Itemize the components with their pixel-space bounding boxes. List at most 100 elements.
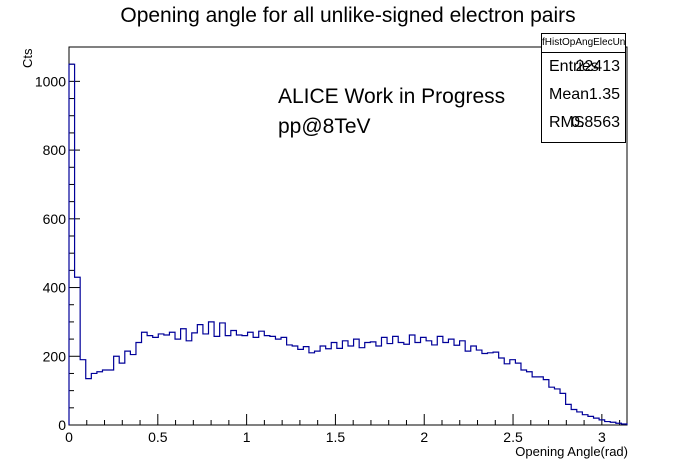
histogram-bin bbox=[309, 353, 315, 425]
histogram-bin bbox=[136, 343, 142, 425]
histogram-bin bbox=[409, 335, 415, 425]
histogram-bin bbox=[554, 389, 560, 425]
histogram-bin bbox=[577, 412, 583, 425]
histogram-bin bbox=[169, 332, 175, 425]
histogram-bin bbox=[298, 349, 304, 425]
histogram-bin bbox=[404, 344, 410, 425]
histogram-bin bbox=[460, 341, 466, 425]
x-tick-label: 3 bbox=[598, 429, 606, 445]
histogram-bin bbox=[354, 339, 360, 425]
histogram-bin bbox=[331, 343, 337, 425]
x-tick-label: 0.5 bbox=[148, 429, 168, 445]
y-tick-label: 400 bbox=[43, 280, 67, 296]
histogram-bin bbox=[443, 343, 449, 425]
chart-title: Opening angle for all unlike-signed elec… bbox=[120, 4, 576, 27]
stats-entries-value: 22413 bbox=[575, 58, 621, 75]
histogram-bin bbox=[521, 370, 527, 425]
histogram-bin bbox=[253, 337, 259, 425]
histogram-bin bbox=[125, 351, 131, 425]
histogram-bin bbox=[393, 336, 399, 425]
histogram-bin bbox=[175, 339, 181, 425]
histogram-bin bbox=[605, 422, 611, 425]
histogram-bin bbox=[582, 415, 588, 425]
stats-mean-value: 1.35 bbox=[588, 86, 620, 103]
histogram-bin bbox=[342, 341, 348, 425]
histogram-bin bbox=[465, 351, 471, 425]
histogram-bin bbox=[488, 353, 494, 425]
histogram-bin bbox=[415, 343, 421, 425]
histogram-bin bbox=[158, 334, 164, 425]
histogram-bin bbox=[275, 339, 281, 425]
histogram-bin bbox=[75, 277, 81, 425]
y-tick-label: 1000 bbox=[35, 73, 66, 89]
histogram-bin bbox=[264, 336, 270, 425]
histogram-bin bbox=[114, 356, 120, 425]
histogram-bin bbox=[91, 373, 97, 425]
histogram-bin bbox=[69, 64, 75, 425]
histogram-bin bbox=[621, 424, 627, 425]
histogram-bin bbox=[192, 333, 198, 425]
histogram-bin bbox=[270, 336, 276, 425]
stats-entries-label: Entries bbox=[549, 58, 599, 75]
y-tick-label: 600 bbox=[43, 211, 67, 227]
histogram-bin bbox=[97, 372, 103, 425]
histogram-bin bbox=[231, 331, 237, 426]
histogram-bin bbox=[365, 343, 371, 425]
stats-mean-row: Mean 1.35 bbox=[542, 81, 625, 109]
histogram-bin bbox=[225, 336, 231, 425]
histogram-bin bbox=[432, 345, 438, 425]
stats-rms-label: RMS bbox=[549, 114, 585, 131]
histogram-bin bbox=[236, 335, 242, 425]
histogram-bin bbox=[292, 346, 298, 425]
y-axis-label: Cts bbox=[20, 48, 35, 69]
histogram-bin bbox=[203, 334, 209, 425]
histogram-bin bbox=[588, 416, 594, 425]
y-tick-label: 0 bbox=[58, 417, 66, 433]
histogram-bin bbox=[515, 363, 521, 425]
histogram-bin bbox=[476, 350, 482, 425]
x-tick-label: 1.5 bbox=[326, 429, 346, 445]
x-tick-label: 2.5 bbox=[503, 429, 523, 445]
histogram-bin bbox=[220, 323, 226, 425]
histogram-bin bbox=[259, 331, 265, 425]
histogram-bin bbox=[287, 345, 293, 425]
histogram-bin bbox=[381, 337, 387, 425]
histogram-bin bbox=[499, 358, 505, 425]
x-tick-label: 2 bbox=[420, 429, 428, 445]
histogram-bin bbox=[337, 348, 343, 425]
histogram-bin bbox=[594, 418, 600, 425]
histogram-bin bbox=[370, 342, 376, 425]
stats-entries-row: Entries 22413 bbox=[542, 53, 625, 81]
histogram-bin bbox=[186, 341, 192, 425]
histogram-bin bbox=[181, 329, 187, 425]
histogram-bin bbox=[538, 377, 544, 425]
histogram-bin bbox=[448, 339, 454, 425]
histogram-bin bbox=[214, 336, 220, 425]
histogram-bin bbox=[320, 346, 326, 425]
histogram-bin bbox=[387, 344, 393, 425]
histogram-bin bbox=[359, 348, 365, 425]
histogram-bin bbox=[197, 325, 203, 425]
y-tick-label: 800 bbox=[43, 142, 67, 158]
histogram-bin bbox=[437, 336, 443, 425]
x-axis-label: Opening Angle(rad) bbox=[515, 444, 628, 459]
histogram-bin bbox=[426, 341, 432, 425]
histogram-bin bbox=[376, 346, 382, 425]
histogram-bin bbox=[482, 354, 488, 425]
stats-rms-value: 0.8563 bbox=[571, 114, 620, 131]
histogram-bin bbox=[142, 332, 148, 425]
histogram-bin bbox=[209, 322, 215, 425]
histogram-bin bbox=[281, 337, 287, 425]
histogram-bin bbox=[303, 347, 309, 425]
stats-box: fHistOpAngElecUnLike_MB Entries 22413 Me… bbox=[541, 33, 626, 143]
stats-mean-label: Mean bbox=[549, 86, 590, 103]
histogram-bin bbox=[493, 352, 499, 425]
x-tick-label: 0 bbox=[65, 429, 73, 445]
histogram-bin bbox=[471, 346, 477, 425]
histogram-bin bbox=[610, 422, 616, 425]
annotation-energy: pp@8TeV bbox=[278, 115, 371, 138]
histogram-bin bbox=[616, 423, 622, 425]
histogram-bin bbox=[527, 372, 533, 425]
stats-rms-row: RMS 0.8563 bbox=[542, 109, 625, 137]
histogram-bin bbox=[80, 360, 86, 425]
